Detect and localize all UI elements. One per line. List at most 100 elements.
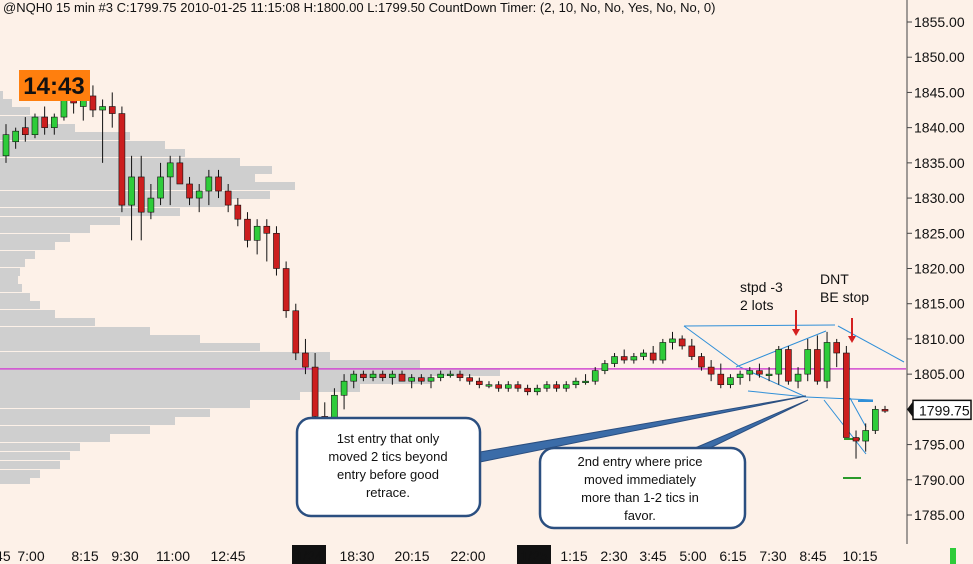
candle (244, 212, 251, 248)
candle-body (360, 373, 367, 378)
candle-body (128, 176, 135, 206)
candle-body (640, 352, 647, 357)
candle (717, 363, 725, 389)
candle-body (572, 380, 580, 386)
candle (804, 338, 812, 382)
candle-body (775, 349, 783, 375)
candle (427, 374, 435, 389)
candle (466, 374, 473, 385)
candle (128, 155, 135, 241)
trendline (747, 390, 807, 398)
x-tick-label: 1:15 (560, 548, 587, 564)
candle-body (630, 356, 638, 361)
candle (369, 370, 377, 382)
y-tick-label: 1790.00 (914, 472, 965, 488)
candle (495, 381, 502, 392)
candle (843, 345, 850, 438)
candle-body (843, 352, 850, 438)
candle-body (466, 377, 473, 382)
y-tick-label: 1815.00 (914, 296, 965, 312)
x-tick-label: 2:30 (600, 548, 627, 564)
candle-body (765, 373, 773, 376)
candle (611, 353, 618, 368)
candle-body (12, 130, 19, 143)
candle (601, 360, 609, 375)
callout: 2nd entry where price moved immediately mo… (538, 399, 809, 530)
candle (591, 367, 599, 385)
candle-body (389, 373, 396, 378)
candle-body (2, 134, 10, 157)
annotation-text: 2 lots (740, 297, 773, 313)
candle (669, 331, 676, 350)
last-price-marker: 1799.75 (907, 399, 972, 421)
arrow-head (792, 329, 800, 336)
candle (137, 155, 145, 241)
candle (118, 106, 126, 213)
candle-body (601, 363, 609, 371)
candle (50, 113, 58, 135)
trendline (683, 324, 836, 327)
chart-header: @NQH0 15 min #3 C:1799.75 2010-01-25 11:… (3, 0, 716, 15)
candle (765, 367, 773, 382)
candle-body (669, 338, 676, 343)
y-tick-label: 1825.00 (914, 225, 965, 241)
candle-body (881, 409, 889, 412)
annotations: stpd -3 2 lots DNT BE stop (740, 271, 869, 343)
candle-body (553, 384, 560, 389)
countdown-timer: 14:43 (19, 70, 90, 101)
callout-text: retrace. (366, 485, 410, 500)
candle (350, 370, 358, 389)
candle-body (814, 349, 821, 382)
callouts: 1st entry that only moved 2 tics beyond en… (295, 395, 809, 530)
candle-body (756, 370, 763, 375)
candle-body (736, 373, 744, 378)
x-tick-highlight (517, 545, 551, 564)
candle-body (746, 370, 754, 375)
candle-body (476, 380, 483, 386)
candle (253, 219, 261, 255)
candle (215, 169, 222, 199)
x-tick-label: 7:00 (17, 548, 44, 564)
x-tick-label: 1/25 (520, 548, 547, 564)
candle-body (456, 373, 464, 378)
y-tick-label: 1810.00 (914, 331, 965, 347)
candle-body (437, 373, 444, 378)
candle-body (195, 190, 203, 199)
candle-body (514, 384, 522, 389)
y-tick-label: 1855.00 (914, 14, 965, 30)
candle-body (147, 197, 155, 213)
candle (292, 303, 300, 361)
candle (524, 384, 531, 396)
candle (205, 169, 213, 206)
candle-body (186, 183, 193, 199)
candle-body (273, 232, 280, 269)
trendline (683, 325, 741, 368)
candle (736, 370, 744, 385)
x-tick-label: 1/24 (295, 548, 322, 564)
time-axis: 6:45 7:00 8:15 9:30 11:00 12:45 1/24 18:30 20:15… (0, 545, 878, 564)
candle-body (215, 176, 222, 192)
candle (263, 219, 271, 262)
candle-body (833, 342, 841, 354)
candle (775, 345, 783, 385)
candle (273, 226, 280, 276)
last-price-label: 1799.75 (919, 402, 970, 418)
x-tick-label: 20:15 (394, 548, 429, 564)
candle-body (99, 106, 106, 111)
candle-body (60, 99, 68, 118)
x-tick-label: 5:00 (679, 548, 706, 564)
x-tick-label: 18:30 (339, 548, 374, 564)
candle (630, 353, 638, 364)
x-tick-label: 7:30 (759, 548, 786, 564)
y-tick-label: 1845.00 (914, 84, 965, 100)
candle-body (427, 377, 435, 382)
candle-body (852, 437, 860, 442)
candle-body (89, 95, 97, 111)
price-axis: 1855.00 1850.00 1845.00 1840.00 1835.00 1830.… (907, 14, 965, 523)
candle-body (166, 162, 174, 178)
candle (872, 405, 879, 435)
x-tick-label: 6:45 (0, 548, 11, 564)
candle-body (804, 349, 812, 375)
candle (195, 183, 203, 213)
